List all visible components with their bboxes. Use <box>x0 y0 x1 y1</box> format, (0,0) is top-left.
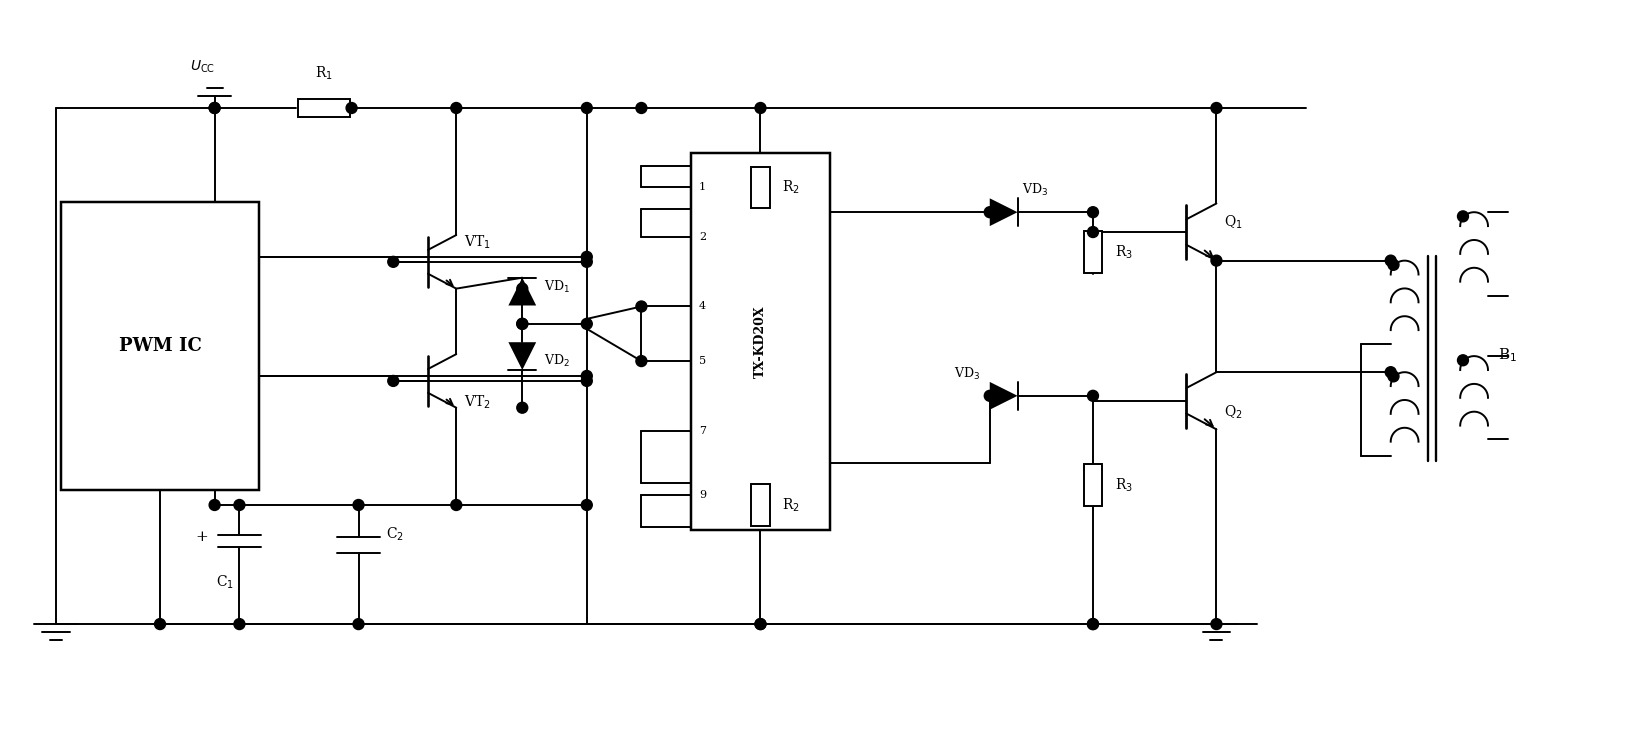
Text: VT$_2$: VT$_2$ <box>465 394 491 411</box>
Circle shape <box>516 319 527 329</box>
Circle shape <box>450 102 461 113</box>
Text: VD$_1$: VD$_1$ <box>544 279 570 295</box>
Circle shape <box>1210 619 1221 630</box>
Circle shape <box>582 256 592 268</box>
Circle shape <box>1086 619 1098 630</box>
Text: $U_{\rm CC}$: $U_{\rm CC}$ <box>190 59 216 76</box>
Text: 5: 5 <box>699 356 705 366</box>
Circle shape <box>582 370 592 382</box>
Circle shape <box>636 301 646 312</box>
Circle shape <box>1388 259 1398 270</box>
Text: 4: 4 <box>699 302 705 311</box>
Text: R$_1$: R$_1$ <box>315 64 333 82</box>
Bar <box>1083 231 1103 273</box>
Circle shape <box>1457 355 1468 366</box>
Circle shape <box>450 499 461 511</box>
Circle shape <box>516 402 527 413</box>
Circle shape <box>636 102 646 113</box>
Circle shape <box>1384 367 1396 378</box>
Circle shape <box>353 619 364 630</box>
Circle shape <box>755 619 765 630</box>
Circle shape <box>346 102 358 113</box>
Circle shape <box>582 499 592 511</box>
Text: TX-KD20X: TX-KD20X <box>753 305 766 377</box>
Circle shape <box>1086 227 1098 238</box>
Bar <box>691 153 829 530</box>
Circle shape <box>1384 255 1396 266</box>
Circle shape <box>1086 207 1098 218</box>
Circle shape <box>209 102 219 113</box>
Bar <box>61 202 259 490</box>
Circle shape <box>582 102 592 113</box>
Polygon shape <box>989 382 1017 410</box>
Circle shape <box>984 207 995 218</box>
Text: R$_3$: R$_3$ <box>1114 243 1132 261</box>
Circle shape <box>636 356 646 367</box>
Text: +: + <box>194 530 208 544</box>
Circle shape <box>387 376 399 386</box>
Text: VT$_1$: VT$_1$ <box>465 233 491 250</box>
Circle shape <box>155 619 165 630</box>
Text: C$_2$: C$_2$ <box>386 526 404 543</box>
Circle shape <box>1388 371 1398 382</box>
Text: R$_2$: R$_2$ <box>781 496 799 514</box>
Text: VD$_3$: VD$_3$ <box>954 366 979 382</box>
Bar <box>750 167 770 208</box>
Circle shape <box>209 499 219 511</box>
Circle shape <box>755 619 765 630</box>
Circle shape <box>209 102 219 113</box>
Polygon shape <box>508 342 536 370</box>
Circle shape <box>234 499 246 511</box>
Text: B$_1$: B$_1$ <box>1496 347 1516 365</box>
Text: 7: 7 <box>699 425 705 436</box>
Circle shape <box>755 102 765 113</box>
Circle shape <box>516 319 527 329</box>
Circle shape <box>516 283 527 294</box>
Text: VD$_2$: VD$_2$ <box>544 353 570 369</box>
Bar <box>298 99 349 117</box>
Circle shape <box>582 376 592 386</box>
Bar <box>750 484 770 526</box>
Bar <box>1083 465 1103 506</box>
Text: VD$_3$: VD$_3$ <box>1020 182 1046 199</box>
Circle shape <box>353 499 364 511</box>
Polygon shape <box>989 199 1017 226</box>
Circle shape <box>984 391 995 402</box>
Circle shape <box>1457 211 1468 222</box>
Circle shape <box>234 619 246 630</box>
Text: Q$_1$: Q$_1$ <box>1223 213 1243 230</box>
Circle shape <box>387 256 399 268</box>
Text: R$_2$: R$_2$ <box>781 179 799 196</box>
Circle shape <box>1210 255 1221 266</box>
Text: 2: 2 <box>699 232 705 242</box>
Text: 9: 9 <box>699 490 705 500</box>
Circle shape <box>582 251 592 262</box>
Circle shape <box>1210 102 1221 113</box>
Text: PWM IC: PWM IC <box>119 337 201 355</box>
Circle shape <box>582 319 592 329</box>
Text: C$_1$: C$_1$ <box>216 574 234 591</box>
Text: R$_3$: R$_3$ <box>1114 476 1132 494</box>
Text: 1: 1 <box>699 182 705 193</box>
Text: Q$_2$: Q$_2$ <box>1223 404 1243 422</box>
Polygon shape <box>508 278 536 305</box>
Circle shape <box>1086 619 1098 630</box>
Circle shape <box>1086 391 1098 402</box>
